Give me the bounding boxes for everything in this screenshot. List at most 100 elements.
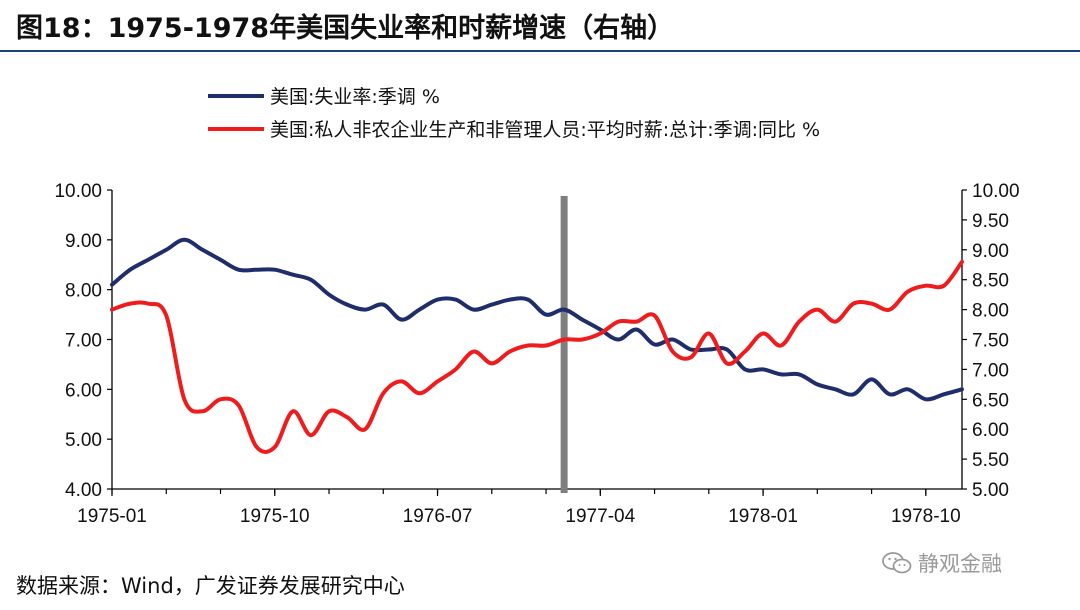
watermark: 静观金融 (882, 548, 1002, 578)
data-point-wage-growth (147, 303, 149, 305)
data-point-unemployment (129, 269, 131, 271)
data-point-unemployment (183, 239, 185, 241)
right-axis-tick-label: 9.50 (972, 211, 1009, 232)
data-point-wage-growth (111, 309, 113, 311)
right-axis-tick-label: 7.00 (972, 360, 1009, 381)
data-point-wage-growth (943, 285, 945, 287)
data-point-unemployment (219, 259, 222, 261)
data-point-unemployment (527, 299, 529, 301)
data-point-wage-growth (129, 303, 131, 305)
data-point-wage-growth (798, 321, 800, 323)
data-point-unemployment (798, 373, 800, 375)
right-axis-tick-label: 9.00 (972, 241, 1009, 262)
data-point-wage-growth (292, 410, 294, 412)
data-point-unemployment (201, 249, 203, 251)
data-point-unemployment (635, 328, 638, 331)
data-point-wage-growth (907, 291, 909, 293)
watermark-text: 静观金融 (918, 552, 1002, 576)
x-axis-tick-label: 1976-07 (403, 506, 473, 527)
data-point-wage-growth (219, 398, 222, 400)
data-point-wage-growth (617, 321, 620, 323)
data-point-wage-growth (834, 321, 837, 323)
data-point-unemployment (455, 299, 457, 301)
data-point-unemployment (599, 328, 601, 331)
data-point-wage-growth (563, 338, 565, 341)
x-axis-tick-label: 1978-10 (891, 506, 961, 527)
data-point-wage-growth (780, 344, 782, 347)
data-point-wage-growth (527, 344, 529, 347)
left-axis-tick-label: 9.00 (65, 231, 102, 252)
data-point-wage-growth (672, 350, 674, 353)
data-point-unemployment (654, 343, 656, 346)
series-line-wage-growth (110, 259, 964, 454)
data-point-unemployment (871, 378, 873, 380)
data-point-unemployment (310, 279, 312, 281)
data-point-wage-growth (473, 350, 475, 353)
data-point-unemployment (617, 338, 620, 341)
data-point-wage-growth (183, 398, 185, 400)
data-point-wage-growth (925, 285, 927, 287)
data-point-unemployment (491, 304, 493, 306)
data-point-unemployment (238, 269, 240, 271)
data-point-wage-growth (256, 446, 258, 448)
data-point-wage-growth (491, 362, 493, 364)
data-point-wage-growth (871, 303, 873, 305)
legend-label-wage-growth: 美国:私人非农企业生产和非管理人员:平均时薪:总计:季调:同比 % (270, 119, 820, 141)
data-point-unemployment (762, 368, 764, 370)
data-point-unemployment (852, 393, 855, 395)
data-point-wage-growth (708, 332, 710, 335)
data-point-wage-growth (274, 446, 276, 448)
left-axis-tick-label: 10.00 (54, 181, 102, 202)
x-axis-tick-label: 1975-01 (77, 506, 147, 527)
data-point-unemployment (509, 299, 511, 301)
data-point-unemployment (690, 348, 692, 351)
data-point-wage-growth (690, 356, 692, 358)
data-point-unemployment (400, 319, 402, 321)
data-point-wage-growth (654, 315, 656, 317)
data-point-unemployment (473, 309, 475, 311)
data-point-wage-growth (599, 332, 601, 335)
data-point-wage-growth (455, 368, 457, 370)
left-axis-tick-label: 4.00 (65, 480, 102, 501)
left-axis-tick-label: 5.00 (65, 430, 102, 451)
data-point-unemployment (418, 309, 420, 311)
data-point-wage-growth (726, 362, 728, 364)
axes: 4.00 5.00 6.00 7.00 8.00 9.00 10.00 5.00 5.50 6.0… (54, 181, 1019, 527)
series-line-unemployment (110, 237, 964, 402)
data-point-wage-growth (545, 344, 547, 347)
line-chart: 美国:失业率:季调 % 美国:私人非农企业生产和非管理人员:平均时薪:总计:季调… (54, 86, 1019, 527)
data-point-wage-growth (509, 350, 511, 353)
data-point-wage-growth (436, 380, 439, 382)
left-axis-tick-label: 8.00 (65, 281, 102, 302)
data-point-unemployment (274, 269, 276, 271)
right-axis-tick-label: 5.50 (972, 450, 1009, 471)
data-point-wage-growth (889, 309, 891, 311)
data-point-unemployment (436, 299, 439, 301)
data-point-wage-growth (635, 321, 638, 323)
data-point-unemployment (726, 348, 728, 351)
data-point-unemployment (672, 338, 674, 341)
data-point-wage-growth (382, 392, 384, 394)
series-lines (110, 237, 964, 454)
data-point-unemployment (147, 259, 149, 261)
right-axis-tick-label: 8.00 (972, 301, 1009, 322)
data-point-unemployment (328, 294, 330, 296)
data-point-unemployment (382, 304, 384, 306)
x-axis-tick-label: 1975-10 (240, 506, 310, 527)
data-point-unemployment (961, 388, 963, 390)
data-point-wage-growth (400, 380, 402, 382)
left-axis-tick-label: 7.00 (65, 331, 102, 352)
data-point-wage-growth (165, 315, 167, 317)
data-point-unemployment (346, 304, 348, 306)
chart-title: 图18：1975-1978年美国失业率和时薪增速（右轴） (16, 13, 675, 44)
data-point-wage-growth (418, 392, 420, 394)
x-axis-tick-label: 1978-01 (728, 506, 798, 527)
data-point-unemployment (708, 348, 710, 351)
data-point-wage-growth (238, 404, 240, 406)
right-axis-tick-label: 6.00 (972, 420, 1009, 441)
data-point-unemployment (907, 388, 909, 390)
data-point-wage-growth (581, 338, 583, 341)
data-point-unemployment (292, 274, 294, 276)
data-point-wage-growth (762, 332, 764, 335)
data-point-unemployment (165, 249, 167, 251)
